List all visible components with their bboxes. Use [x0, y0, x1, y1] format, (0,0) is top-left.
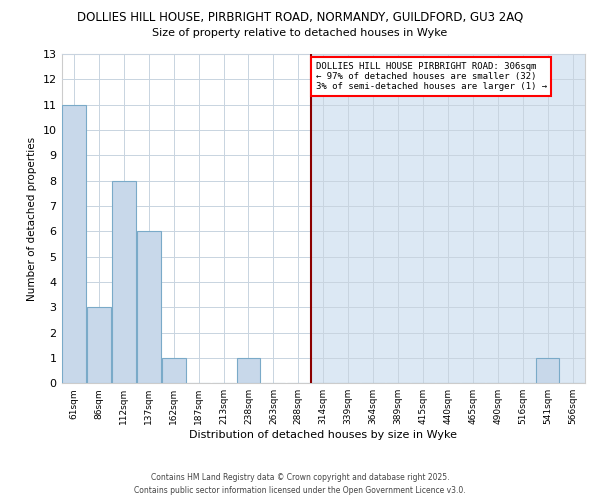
Text: Size of property relative to detached houses in Wyke: Size of property relative to detached ho… — [152, 28, 448, 38]
Bar — [87, 307, 111, 383]
Bar — [137, 232, 161, 383]
Bar — [112, 180, 136, 383]
Bar — [62, 104, 86, 383]
Text: DOLLIES HILL HOUSE, PIRBRIGHT ROAD, NORMANDY, GUILDFORD, GU3 2AQ: DOLLIES HILL HOUSE, PIRBRIGHT ROAD, NORM… — [77, 10, 523, 23]
Bar — [162, 358, 185, 383]
Text: Contains HM Land Registry data © Crown copyright and database right 2025.
Contai: Contains HM Land Registry data © Crown c… — [134, 474, 466, 495]
Bar — [536, 358, 559, 383]
Bar — [311, 54, 585, 383]
X-axis label: Distribution of detached houses by size in Wyke: Distribution of detached houses by size … — [189, 430, 457, 440]
Text: DOLLIES HILL HOUSE PIRBRIGHT ROAD: 306sqm
← 97% of detached houses are smaller (: DOLLIES HILL HOUSE PIRBRIGHT ROAD: 306sq… — [316, 62, 547, 92]
Bar — [236, 358, 260, 383]
Y-axis label: Number of detached properties: Number of detached properties — [27, 136, 37, 300]
